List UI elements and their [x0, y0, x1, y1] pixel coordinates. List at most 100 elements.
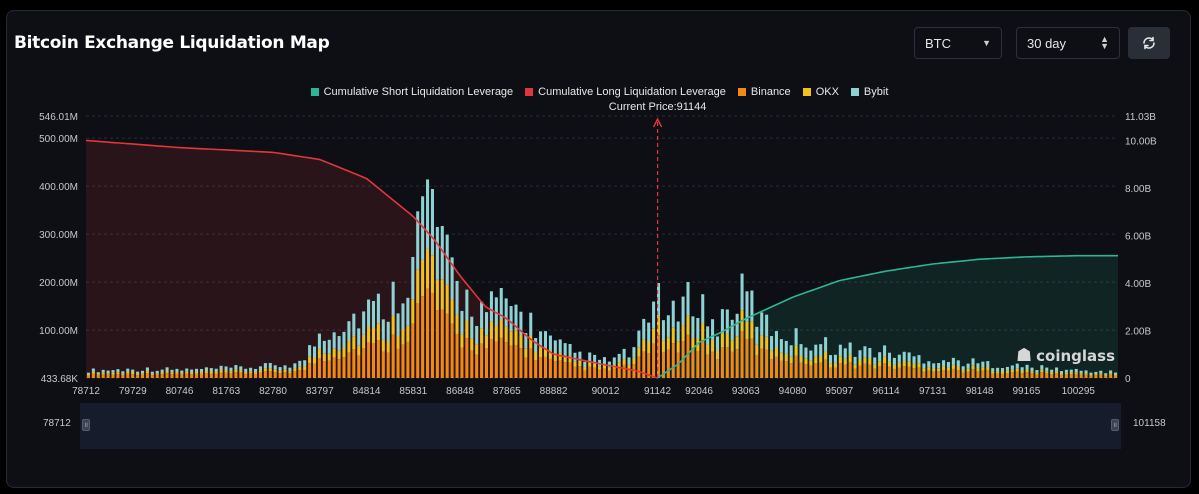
legend-item-bybit[interactable]: Bybit: [850, 86, 888, 98]
bar-okx: [190, 372, 194, 375]
bar-binance: [843, 364, 847, 378]
bar-binance: [111, 374, 115, 378]
bar-bybit: [160, 369, 164, 373]
bar-bybit: [367, 299, 371, 327]
bar-binance: [199, 373, 204, 378]
bar-bybit: [278, 367, 282, 371]
bar-binance: [455, 334, 459, 378]
bar-binance: [342, 357, 346, 378]
bar-okx: [332, 348, 336, 358]
bar-okx: [543, 347, 548, 357]
legend-swatch-short: [310, 88, 319, 96]
bar-bybit: [1114, 372, 1118, 375]
bar-binance: [696, 351, 700, 378]
bar-okx: [548, 350, 552, 359]
bar-okx: [199, 372, 204, 374]
bar-bybit: [539, 331, 543, 348]
bar-okx: [529, 335, 533, 349]
bar-okx: [848, 354, 852, 363]
bar-binance: [809, 365, 813, 378]
bar-binance: [863, 363, 867, 378]
bar-bybit: [824, 337, 828, 352]
bar-bybit: [607, 361, 611, 368]
bar-bybit: [416, 211, 420, 270]
bar-okx: [440, 279, 444, 310]
bar-bybit: [504, 298, 508, 327]
bar-binance: [131, 374, 135, 378]
bar-bybit: [819, 344, 823, 356]
bar-bybit: [612, 357, 616, 365]
legend-item-short[interactable]: Cumulative Short Liquidation Leverage: [310, 86, 514, 98]
bar-bybit: [548, 335, 552, 351]
bar-binance: [598, 369, 602, 378]
bar-okx: [347, 341, 351, 353]
refresh-button[interactable]: [1128, 27, 1170, 59]
bar-bybit: [455, 280, 459, 315]
bar-binance: [421, 296, 425, 378]
bar-okx: [578, 360, 582, 367]
bar-bybit: [244, 368, 248, 373]
bar-binance: [371, 343, 376, 378]
bar-bybit: [219, 365, 223, 371]
bar-binance: [1000, 373, 1005, 378]
bar-bybit: [951, 357, 955, 365]
y-right-tick-label: 2.00B: [1125, 326, 1151, 337]
bar-okx: [652, 328, 656, 344]
bar-okx: [1045, 371, 1049, 374]
range-slider[interactable]: ॥ ॥: [80, 403, 1121, 449]
bar-okx: [376, 323, 380, 341]
bar-bybit: [1055, 367, 1059, 372]
slider-left-handle[interactable]: ॥: [82, 419, 90, 431]
bar-binance: [396, 348, 400, 378]
y-left-tick-label: 546.01M: [39, 112, 78, 123]
bar-binance: [706, 354, 710, 378]
bar-bybit: [661, 320, 665, 341]
bar-binance: [362, 348, 366, 378]
bar-okx: [229, 371, 233, 374]
bar-okx: [563, 355, 567, 363]
x-tick-label: 92046: [685, 386, 713, 397]
bar-binance: [573, 366, 577, 378]
bar-binance: [1030, 373, 1034, 378]
bar-binance: [652, 343, 656, 378]
legend-label-short: Cumulative Short Liquidation Leverage: [323, 86, 514, 98]
bar-binance: [1035, 374, 1039, 378]
bar-bybit: [347, 321, 351, 342]
legend-item-okx[interactable]: OKX: [802, 86, 839, 98]
bar-okx: [819, 355, 823, 363]
bar-bybit: [666, 315, 670, 338]
bar-okx: [519, 334, 523, 349]
bar-okx: [298, 366, 302, 371]
bar-bybit: [155, 370, 159, 374]
bar-okx: [779, 352, 783, 361]
bar-bybit: [755, 326, 759, 345]
bar-okx: [342, 348, 346, 358]
bar-okx: [489, 321, 493, 339]
bar-binance: [917, 367, 921, 378]
bar-binance: [494, 341, 498, 378]
bar-binance: [951, 368, 955, 378]
bar-binance: [986, 370, 990, 378]
legend-item-binance[interactable]: Binance: [737, 86, 791, 98]
bar-okx: [868, 358, 872, 365]
bar-okx: [234, 369, 238, 373]
bar-okx: [352, 336, 356, 350]
bar-binance: [784, 361, 788, 378]
bar-binance: [593, 367, 597, 378]
symbol-select[interactable]: BTC ▼: [914, 27, 1002, 59]
slider-right-handle[interactable]: ॥: [1111, 419, 1119, 431]
bar-okx: [686, 315, 690, 335]
bar-binance: [1005, 373, 1009, 378]
bar-bybit: [558, 339, 562, 353]
bar-okx: [421, 259, 425, 297]
bar-bybit: [966, 363, 970, 369]
bar-binance: [386, 352, 390, 378]
bar-okx: [106, 373, 110, 375]
bar-binance: [765, 349, 769, 378]
bar-okx: [676, 341, 680, 353]
range-select[interactable]: 30 day ▲ ▼: [1016, 27, 1120, 59]
legend-item-long[interactable]: Cumulative Long Liquidation Leverage: [525, 86, 726, 98]
bar-bybit: [1064, 369, 1068, 373]
bar-bybit: [529, 312, 533, 336]
bar-bybit: [843, 348, 847, 359]
